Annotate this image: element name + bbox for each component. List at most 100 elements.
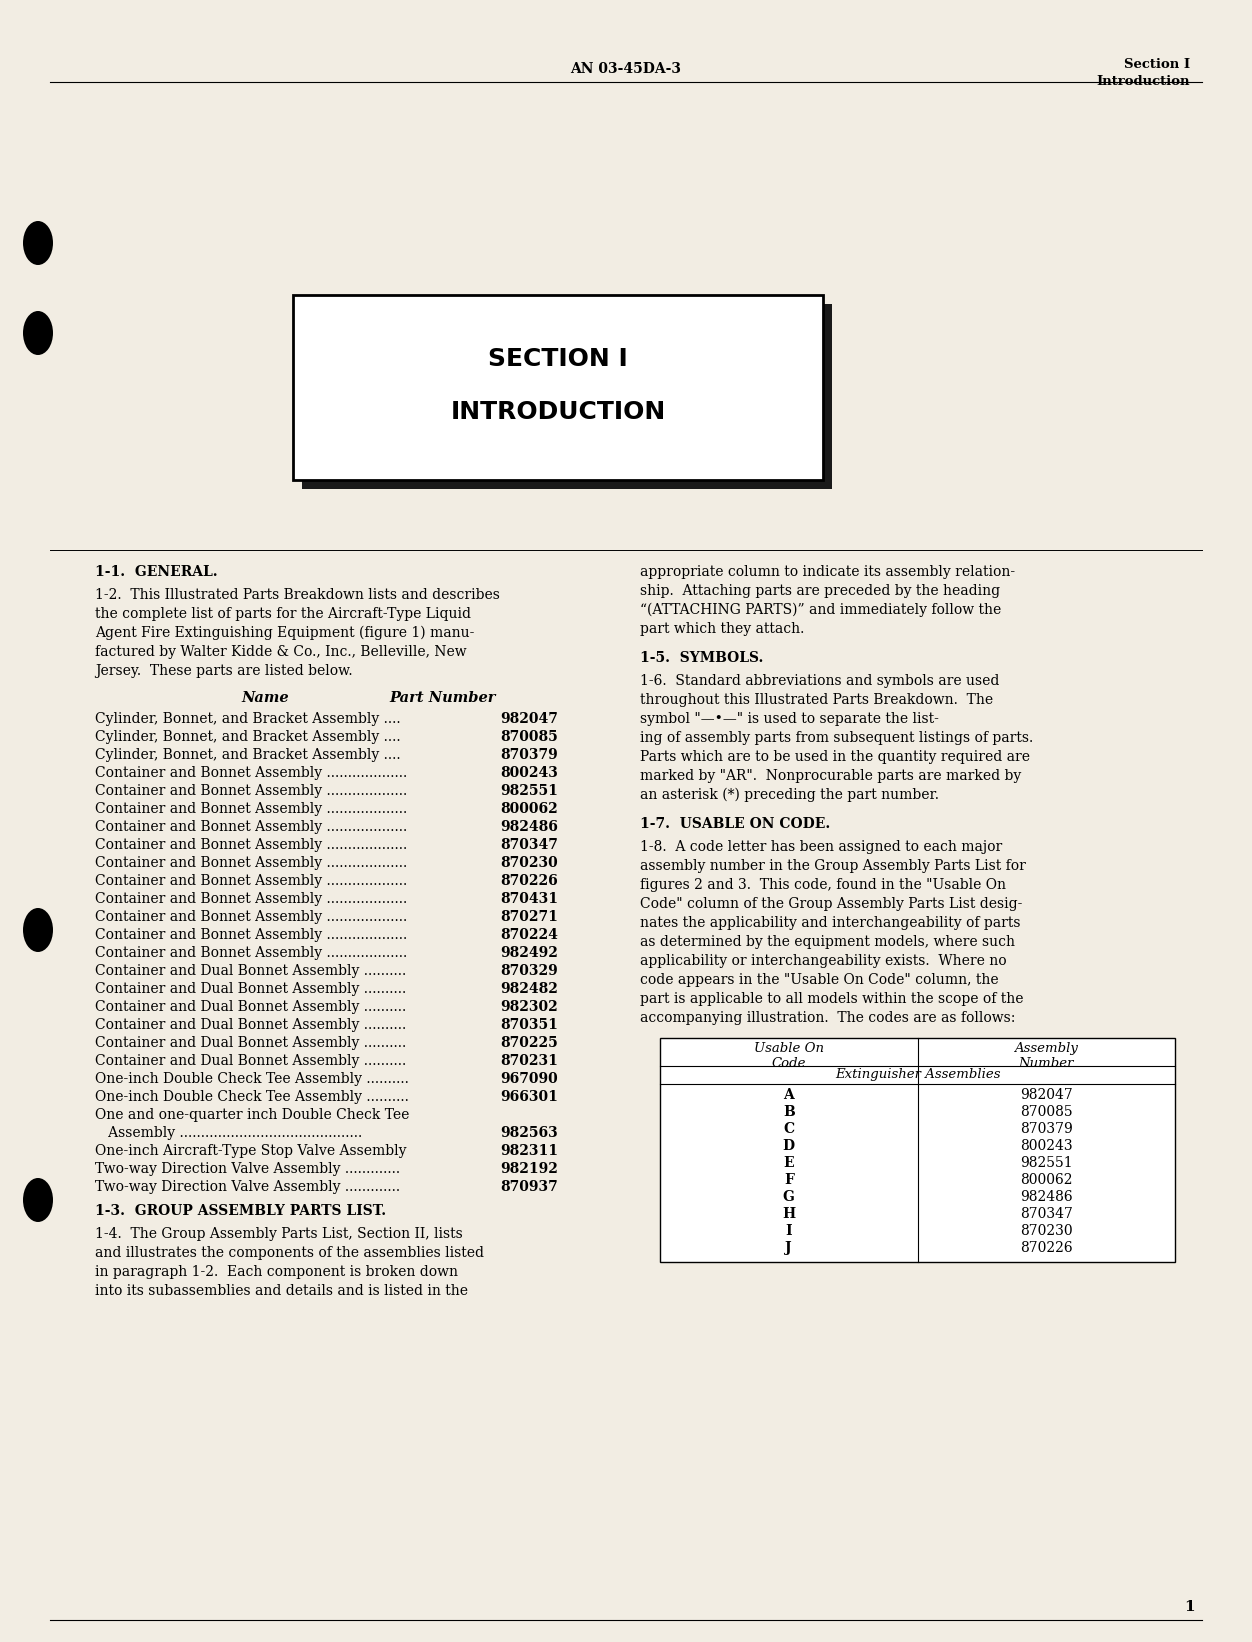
Text: 1-1.  GENERAL.: 1-1. GENERAL. xyxy=(95,565,218,580)
Text: B: B xyxy=(782,1105,795,1118)
Text: figures 2 and 3.  This code, found in the "Usable On: figures 2 and 3. This code, found in the… xyxy=(640,878,1007,892)
Text: 1-3.  GROUP ASSEMBLY PARTS LIST.: 1-3. GROUP ASSEMBLY PARTS LIST. xyxy=(95,1204,386,1218)
Text: marked by "AR".  Nonprocurable parts are marked by: marked by "AR". Nonprocurable parts are … xyxy=(640,768,1022,783)
Text: 967090: 967090 xyxy=(500,1072,557,1085)
Text: 1-4.  The Group Assembly Parts List, Section II, lists: 1-4. The Group Assembly Parts List, Sect… xyxy=(95,1227,463,1241)
Text: 870347: 870347 xyxy=(1020,1207,1073,1222)
Text: 1-2.  This Illustrated Parts Breakdown lists and describes: 1-2. This Illustrated Parts Breakdown li… xyxy=(95,588,500,603)
Text: 982047: 982047 xyxy=(1020,1089,1073,1102)
Text: Container and Dual Bonnet Assembly ..........: Container and Dual Bonnet Assembly .....… xyxy=(95,1018,406,1033)
Text: Name: Name xyxy=(242,691,289,704)
Text: 982563: 982563 xyxy=(500,1126,557,1140)
Ellipse shape xyxy=(23,908,53,952)
Bar xyxy=(293,296,823,479)
Text: 870431: 870431 xyxy=(500,892,558,906)
Text: 870226: 870226 xyxy=(500,874,557,888)
Text: Jersey.  These parts are listed below.: Jersey. These parts are listed below. xyxy=(95,663,353,678)
Text: Cylinder, Bonnet, and Bracket Assembly ....: Cylinder, Bonnet, and Bracket Assembly .… xyxy=(95,731,401,744)
Text: 1: 1 xyxy=(1184,1599,1194,1614)
Text: 800062: 800062 xyxy=(1020,1172,1073,1187)
Text: appropriate column to indicate its assembly relation-: appropriate column to indicate its assem… xyxy=(640,565,1015,580)
Text: 870271: 870271 xyxy=(500,910,558,924)
Text: 870085: 870085 xyxy=(1020,1105,1073,1118)
Text: ing of assembly parts from subsequent listings of parts.: ing of assembly parts from subsequent li… xyxy=(640,731,1033,745)
Text: Container and Bonnet Assembly ...................: Container and Bonnet Assembly ..........… xyxy=(95,783,407,798)
Text: and illustrates the components of the assemblies listed: and illustrates the components of the as… xyxy=(95,1246,485,1259)
Text: part is applicable to all models within the scope of the: part is applicable to all models within … xyxy=(640,992,1023,1007)
Text: 870937: 870937 xyxy=(500,1181,557,1194)
Text: 982311: 982311 xyxy=(500,1144,558,1158)
Text: applicability or interchangeability exists.  Where no: applicability or interchangeability exis… xyxy=(640,954,1007,969)
Text: Container and Dual Bonnet Assembly ..........: Container and Dual Bonnet Assembly .....… xyxy=(95,982,406,997)
Text: Container and Bonnet Assembly ...................: Container and Bonnet Assembly ..........… xyxy=(95,892,407,906)
Text: 982486: 982486 xyxy=(1020,1190,1073,1204)
Text: INTRODUCTION: INTRODUCTION xyxy=(451,401,666,424)
Text: 870230: 870230 xyxy=(500,855,557,870)
Text: 870379: 870379 xyxy=(500,749,557,762)
Text: Section I: Section I xyxy=(1124,57,1189,71)
Text: Container and Bonnet Assembly ...................: Container and Bonnet Assembly ..........… xyxy=(95,801,407,816)
Text: F: F xyxy=(784,1172,794,1187)
Text: Container and Bonnet Assembly ...................: Container and Bonnet Assembly ..........… xyxy=(95,928,407,943)
Text: 982551: 982551 xyxy=(1020,1156,1073,1171)
Text: Container and Dual Bonnet Assembly ..........: Container and Dual Bonnet Assembly .....… xyxy=(95,1054,406,1067)
Text: Two-way Direction Valve Assembly .............: Two-way Direction Valve Assembly .......… xyxy=(95,1163,401,1176)
Text: Parts which are to be used in the quantity required are: Parts which are to be used in the quanti… xyxy=(640,750,1030,764)
Text: J: J xyxy=(785,1241,793,1254)
Text: Assembly ...........................................: Assembly ...............................… xyxy=(95,1126,362,1140)
Text: 982551: 982551 xyxy=(500,783,558,798)
Text: Cylinder, Bonnet, and Bracket Assembly ....: Cylinder, Bonnet, and Bracket Assembly .… xyxy=(95,749,401,762)
Text: 870225: 870225 xyxy=(500,1036,557,1049)
Text: 1-7.  USABLE ON CODE.: 1-7. USABLE ON CODE. xyxy=(640,818,830,831)
Text: AN 03-45DA-3: AN 03-45DA-3 xyxy=(571,62,681,76)
Text: 870085: 870085 xyxy=(500,731,557,744)
Text: 800062: 800062 xyxy=(500,801,557,816)
Text: 870226: 870226 xyxy=(1020,1241,1073,1254)
Text: Container and Dual Bonnet Assembly ..........: Container and Dual Bonnet Assembly .....… xyxy=(95,1000,406,1015)
Text: 870224: 870224 xyxy=(500,928,558,943)
Text: A: A xyxy=(784,1089,794,1102)
Text: Assembly
Number: Assembly Number xyxy=(1014,1043,1078,1071)
Text: Container and Bonnet Assembly ...................: Container and Bonnet Assembly ..........… xyxy=(95,767,407,780)
Text: One-inch Aircraft-Type Stop Valve Assembly: One-inch Aircraft-Type Stop Valve Assemb… xyxy=(95,1144,407,1158)
Text: Container and Bonnet Assembly ...................: Container and Bonnet Assembly ..........… xyxy=(95,910,407,924)
Text: 1-6.  Standard abbreviations and symbols are used: 1-6. Standard abbreviations and symbols … xyxy=(640,673,999,688)
Text: ship.  Attaching parts are preceded by the heading: ship. Attaching parts are preceded by th… xyxy=(640,585,1000,598)
Text: 982047: 982047 xyxy=(500,713,558,726)
Text: Container and Dual Bonnet Assembly ..........: Container and Dual Bonnet Assembly .....… xyxy=(95,964,406,979)
Text: 1-8.  A code letter has been assigned to each major: 1-8. A code letter has been assigned to … xyxy=(640,841,1003,854)
Text: part which they attach.: part which they attach. xyxy=(640,622,804,635)
Text: the complete list of parts for the Aircraft-Type Liquid: the complete list of parts for the Aircr… xyxy=(95,608,471,621)
Text: 870329: 870329 xyxy=(500,964,557,979)
Text: I: I xyxy=(785,1223,793,1238)
Text: Container and Bonnet Assembly ...................: Container and Bonnet Assembly ..........… xyxy=(95,874,407,888)
Text: 870351: 870351 xyxy=(500,1018,558,1033)
Text: Container and Bonnet Assembly ...................: Container and Bonnet Assembly ..........… xyxy=(95,837,407,852)
Text: D: D xyxy=(782,1140,795,1153)
Text: into its subassemblies and details and is listed in the: into its subassemblies and details and i… xyxy=(95,1284,468,1297)
Text: as determined by the equipment models, where such: as determined by the equipment models, w… xyxy=(640,934,1015,949)
Text: in paragraph 1-2.  Each component is broken down: in paragraph 1-2. Each component is brok… xyxy=(95,1264,458,1279)
Text: SECTION I: SECTION I xyxy=(488,346,627,371)
Text: 982482: 982482 xyxy=(500,982,558,997)
Text: Code" column of the Group Assembly Parts List desig-: Code" column of the Group Assembly Parts… xyxy=(640,897,1023,911)
Text: Cylinder, Bonnet, and Bracket Assembly ....: Cylinder, Bonnet, and Bracket Assembly .… xyxy=(95,713,401,726)
Text: 1-5.  SYMBOLS.: 1-5. SYMBOLS. xyxy=(640,650,764,665)
Bar xyxy=(302,304,833,489)
Text: nates the applicability and interchangeability of parts: nates the applicability and interchangea… xyxy=(640,916,1020,929)
Text: 966301: 966301 xyxy=(500,1090,558,1103)
Bar xyxy=(660,1038,1174,1263)
Text: 982492: 982492 xyxy=(500,946,558,961)
Text: Container and Bonnet Assembly ...................: Container and Bonnet Assembly ..........… xyxy=(95,819,407,834)
Text: Extinguisher Assemblies: Extinguisher Assemblies xyxy=(835,1067,1000,1080)
Text: throughout this Illustrated Parts Breakdown.  The: throughout this Illustrated Parts Breakd… xyxy=(640,693,993,708)
Text: factured by Walter Kidde & Co., Inc., Belleville, New: factured by Walter Kidde & Co., Inc., Be… xyxy=(95,645,467,658)
Text: accompanying illustration.  The codes are as follows:: accompanying illustration. The codes are… xyxy=(640,1011,1015,1025)
Ellipse shape xyxy=(23,310,53,355)
Text: Usable On
Code: Usable On Code xyxy=(754,1043,824,1071)
Text: Container and Bonnet Assembly ...................: Container and Bonnet Assembly ..........… xyxy=(95,855,407,870)
Text: 982486: 982486 xyxy=(500,819,558,834)
Text: 982302: 982302 xyxy=(500,1000,557,1015)
Text: G: G xyxy=(782,1190,795,1204)
Text: Two-way Direction Valve Assembly .............: Two-way Direction Valve Assembly .......… xyxy=(95,1181,401,1194)
